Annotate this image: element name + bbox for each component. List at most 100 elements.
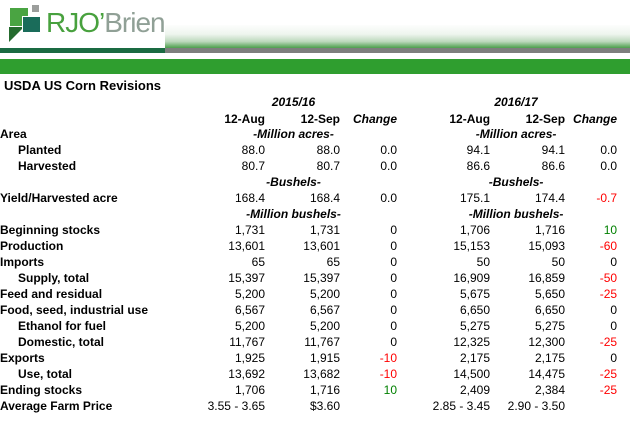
value-cell (565, 398, 617, 414)
logo-dark-wedge (9, 25, 26, 42)
units-label: -Million bushels- (246, 207, 341, 221)
value-cell: 0 (610, 319, 618, 333)
spacer-cell (617, 270, 630, 286)
units-row: -Million bushels- -Million bushels- (0, 206, 630, 222)
spacer-cell (0, 109, 190, 126)
table-row: Ending stocks 1,706 1,716 10 2,409 2,384 -25 (0, 382, 630, 398)
value-cell: 16,859 (528, 271, 566, 285)
value-cell: -60 (599, 239, 618, 253)
page-title: USDA US Corn Revisions (4, 78, 161, 93)
value-cell: 2.85 - 3.45 (432, 399, 491, 413)
value-cell: 50 (551, 255, 566, 269)
spacer-cell (617, 174, 630, 190)
value-cell: 168.4 (309, 191, 340, 205)
value-cell: 2,409 (460, 383, 491, 397)
value-cell: 50 (476, 255, 491, 269)
spacer-cell (0, 95, 190, 109)
value-cell: 5,200 (234, 319, 265, 333)
value-cell: 1,731 (234, 223, 265, 237)
value-cell: 0 (610, 255, 618, 269)
value-cell: 3.55 - 3.65 (207, 399, 265, 413)
value-cell: -25 (599, 367, 618, 381)
value-cell: 0 (390, 319, 398, 333)
value-cell: 88.0 (241, 143, 265, 157)
spacer-cell (617, 302, 630, 318)
gradient-bar (165, 25, 630, 48)
value-cell: 0.0 (380, 159, 398, 173)
value-cell: 0 (610, 303, 618, 317)
value-cell: 15,397 (303, 271, 340, 285)
year-header-row: 2015/16 2016/17 (0, 95, 630, 109)
row-label: Production (0, 239, 64, 253)
value-cell: 14,475 (528, 367, 566, 381)
row-label: Use, total (18, 367, 73, 381)
units-label: -Bushels- (488, 175, 544, 189)
row-label: Beginning stocks (0, 223, 101, 237)
value-cell: 2,175 (535, 351, 566, 365)
spacer-cell (617, 254, 630, 270)
value-cell: 1,716 (309, 383, 340, 397)
value-cell: 11,767 (304, 335, 340, 349)
spacer-cell (617, 109, 630, 126)
spacer-cell (397, 158, 415, 174)
value-cell: 174.4 (535, 191, 566, 205)
row-label: Harvested (18, 159, 77, 173)
spacer-cell (617, 190, 630, 206)
logo-underline-bar (0, 48, 165, 53)
value-cell: 0 (390, 223, 398, 237)
rjobrien-logo-icon (9, 4, 45, 42)
row-label: Average Farm Price (0, 399, 113, 413)
spacer-cell (617, 366, 630, 382)
value-cell: 1,731 (309, 223, 340, 237)
value-cell: 88.0 (316, 143, 340, 157)
table-row: Yield/Harvested acre 168.4 168.4 0.0 175.1 17… (0, 190, 630, 206)
value-cell: 0 (390, 255, 398, 269)
spacer-cell (617, 95, 630, 109)
value-cell: 6,650 (535, 303, 566, 317)
value-cell: 10 (383, 383, 398, 397)
value-cell: 94.1 (541, 143, 566, 157)
spacer-cell (617, 142, 630, 158)
units-label: -Million bushels- (468, 207, 564, 221)
value-cell: 5,650 (535, 287, 566, 301)
brand-wordmark-brien: Brien (104, 7, 165, 38)
spacer-cell (397, 174, 415, 190)
spacer-cell (397, 366, 415, 382)
value-cell: 16,909 (453, 271, 491, 285)
value-cell: 2,175 (460, 351, 491, 365)
row-label: Exports (0, 351, 45, 365)
value-cell: 0 (390, 239, 398, 253)
value-cell: 0 (390, 335, 398, 349)
value-cell: 5,200 (309, 319, 340, 333)
value-cell: -0.7 (596, 191, 618, 205)
value-cell: 13,601 (228, 239, 265, 253)
row-label: Food, seed, industrial use (0, 303, 149, 317)
group-header-2016-17: 2016/17 (494, 95, 538, 109)
spacer-cell (617, 238, 630, 254)
green-banner-bar (0, 59, 630, 74)
value-cell: 80.7 (241, 159, 265, 173)
value-cell: 15,153 (453, 239, 491, 253)
value-cell: 86.6 (541, 159, 566, 173)
spacer-cell (397, 190, 415, 206)
spacer-cell (397, 95, 415, 109)
value-cell: 13,601 (303, 239, 340, 253)
value-cell: 168.4 (234, 191, 265, 205)
spacer-cell (617, 286, 630, 302)
value-cell: 175.1 (460, 191, 491, 205)
value-cell: 13,682 (303, 367, 340, 381)
units-label: -Bushels- (266, 175, 321, 189)
value-cell: 0 (390, 271, 398, 285)
value-cell: 13,692 (228, 367, 265, 381)
value-cell: 12,325 (453, 335, 491, 349)
value-cell: -10 (379, 367, 398, 381)
units-row: -Bushels- -Bushels- (0, 174, 630, 190)
value-cell: 10 (603, 223, 618, 237)
units-label: -Million acres- (253, 127, 334, 141)
spacer-cell (397, 206, 415, 222)
revisions-table: 2015/16 2016/17 12-Aug 12-Sep Change 12-… (0, 95, 630, 414)
group-header-2015-16: 2015/16 (271, 95, 316, 109)
value-cell: -25 (599, 335, 618, 349)
row-label: Planted (18, 143, 62, 157)
